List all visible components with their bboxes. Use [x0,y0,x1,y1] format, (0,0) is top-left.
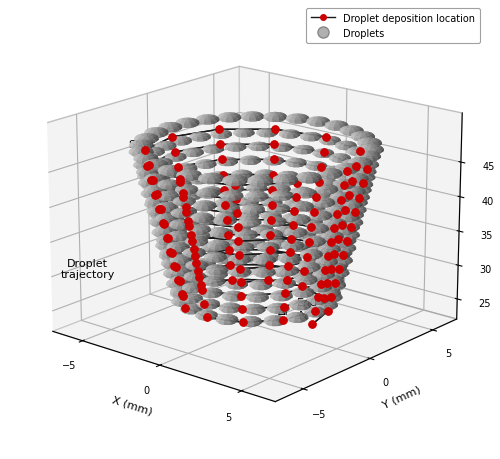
X-axis label: X (mm): X (mm) [112,394,154,416]
Legend: Droplet deposition location, Droplets: Droplet deposition location, Droplets [306,9,480,44]
Y-axis label: Y (mm): Y (mm) [381,384,422,409]
